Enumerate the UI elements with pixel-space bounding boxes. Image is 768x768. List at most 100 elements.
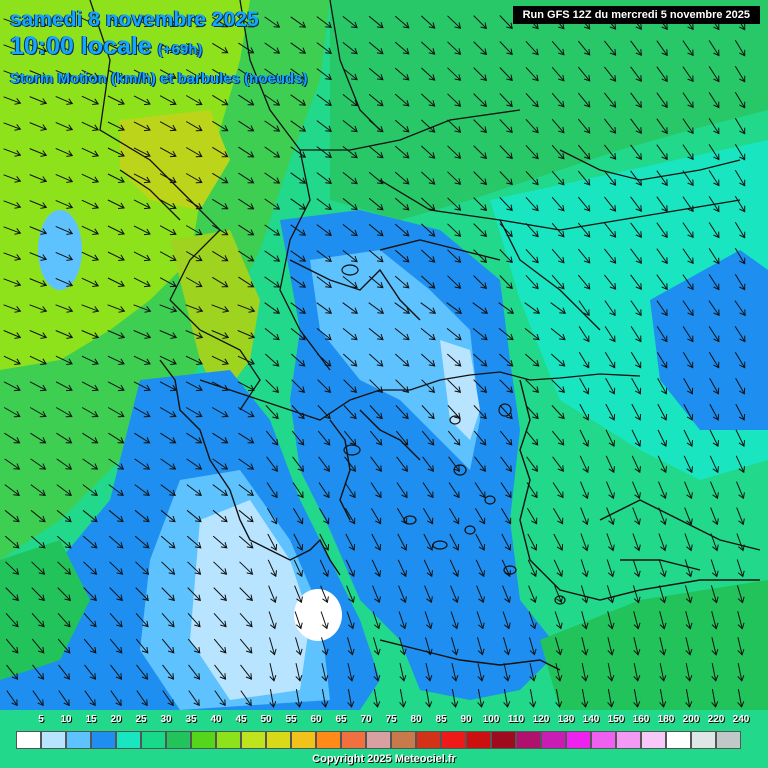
wind-arrow xyxy=(264,353,280,367)
wind-arrow xyxy=(238,120,255,132)
wind-arrow xyxy=(710,559,719,578)
wind-arrow xyxy=(185,277,203,288)
wind-arrow xyxy=(3,278,22,287)
wind-arrow xyxy=(55,330,74,339)
wind-arrow xyxy=(134,432,151,444)
wind-arrow xyxy=(373,637,381,656)
wind-arrow xyxy=(186,432,203,444)
wind-arrow xyxy=(4,458,21,470)
wind-arrow xyxy=(604,222,617,238)
wind-arrow xyxy=(58,690,70,707)
wind-arrow xyxy=(342,16,358,29)
wind-arrow xyxy=(238,16,255,28)
wind-arrow xyxy=(734,274,746,291)
wind-arrow xyxy=(318,456,330,472)
wind-arrow xyxy=(342,120,358,133)
wind-arrow xyxy=(473,379,488,393)
wind-arrow xyxy=(185,251,203,262)
legend-label: 220 xyxy=(707,714,725,725)
wind-arrow xyxy=(133,95,151,106)
wind-arrow xyxy=(473,41,488,56)
wind-arrow xyxy=(398,585,407,604)
wind-arrow xyxy=(185,199,203,210)
wind-arrow xyxy=(55,251,74,261)
legend-swatch xyxy=(16,731,41,749)
wind-arrow xyxy=(394,275,410,289)
wind-arrow xyxy=(343,405,357,420)
wind-arrow xyxy=(630,40,642,56)
wind-arrow xyxy=(368,328,384,341)
wind-arrow xyxy=(447,379,462,393)
legend-label: 160 xyxy=(632,714,650,725)
wind-arrow xyxy=(212,198,229,210)
wind-arrow xyxy=(368,93,384,107)
wind-arrow xyxy=(107,407,125,418)
wind-arrow xyxy=(320,611,329,630)
wind-arrow xyxy=(476,611,485,630)
wind-arrow xyxy=(631,429,641,447)
wind-arrow xyxy=(657,377,668,395)
wind-arrow xyxy=(134,509,150,523)
wind-arrow xyxy=(446,302,463,314)
wind-arrow xyxy=(550,328,566,341)
wind-arrow xyxy=(29,330,48,339)
wind-arrow xyxy=(238,94,255,106)
wind-arrow xyxy=(29,278,48,287)
wind-arrow xyxy=(316,276,332,288)
wind-arrow xyxy=(420,41,436,55)
wind-arrow xyxy=(685,611,693,630)
wind-arrow xyxy=(708,144,720,161)
wind-arrow xyxy=(422,456,434,472)
wind-arrow xyxy=(212,535,228,549)
wind-arrow xyxy=(239,587,253,602)
wind-arrow xyxy=(239,638,253,654)
wind-arrow xyxy=(682,274,694,291)
wind-arrow xyxy=(473,430,487,446)
wind-arrow xyxy=(395,430,409,446)
wind-arrow xyxy=(734,326,746,343)
wind-arrow xyxy=(159,95,177,106)
wind-arrow xyxy=(3,44,22,53)
wind-arrow xyxy=(264,68,281,80)
wind-arrow xyxy=(290,68,307,80)
legend-swatch xyxy=(641,731,666,749)
wind-arrow xyxy=(133,381,151,392)
wind-arrow xyxy=(420,67,436,81)
wind-arrow xyxy=(420,353,436,367)
wind-arrow xyxy=(264,250,281,262)
wind-arrow xyxy=(607,637,615,656)
wind-arrow xyxy=(578,326,590,343)
wind-arrow xyxy=(630,92,642,108)
wind-arrow xyxy=(267,559,277,578)
wind-arrow xyxy=(708,66,720,83)
wind-arrow xyxy=(425,663,433,682)
wind-arrow xyxy=(185,95,203,106)
wind-arrow xyxy=(656,170,668,187)
wind-arrow xyxy=(185,173,203,184)
wind-arrow xyxy=(213,587,227,602)
wind-arrow xyxy=(318,508,330,525)
wind-arrow xyxy=(342,328,358,341)
wind-arrow xyxy=(450,611,459,630)
wind-arrow xyxy=(656,66,668,83)
wind-arrow xyxy=(579,377,590,395)
wind-arrow xyxy=(734,92,746,109)
legend-swatch xyxy=(591,731,616,749)
wind-arrow xyxy=(735,429,745,447)
legend-label: 110 xyxy=(507,714,525,725)
wind-arrow xyxy=(394,67,410,81)
wind-arrow xyxy=(107,304,126,313)
wind-arrow xyxy=(657,403,668,421)
wind-arrow xyxy=(394,145,410,159)
wind-arrow xyxy=(346,611,355,630)
wind-arrow xyxy=(525,144,539,160)
wind-arrow xyxy=(734,118,746,135)
wind-arrow xyxy=(108,535,124,549)
wind-arrow xyxy=(368,197,384,211)
wind-arrow xyxy=(186,535,202,549)
wind-arrow xyxy=(659,611,667,630)
wind-arrow xyxy=(372,585,381,604)
legend-label: 150 xyxy=(607,714,625,725)
legend-swatch xyxy=(316,731,341,749)
wind-arrow xyxy=(578,300,590,317)
